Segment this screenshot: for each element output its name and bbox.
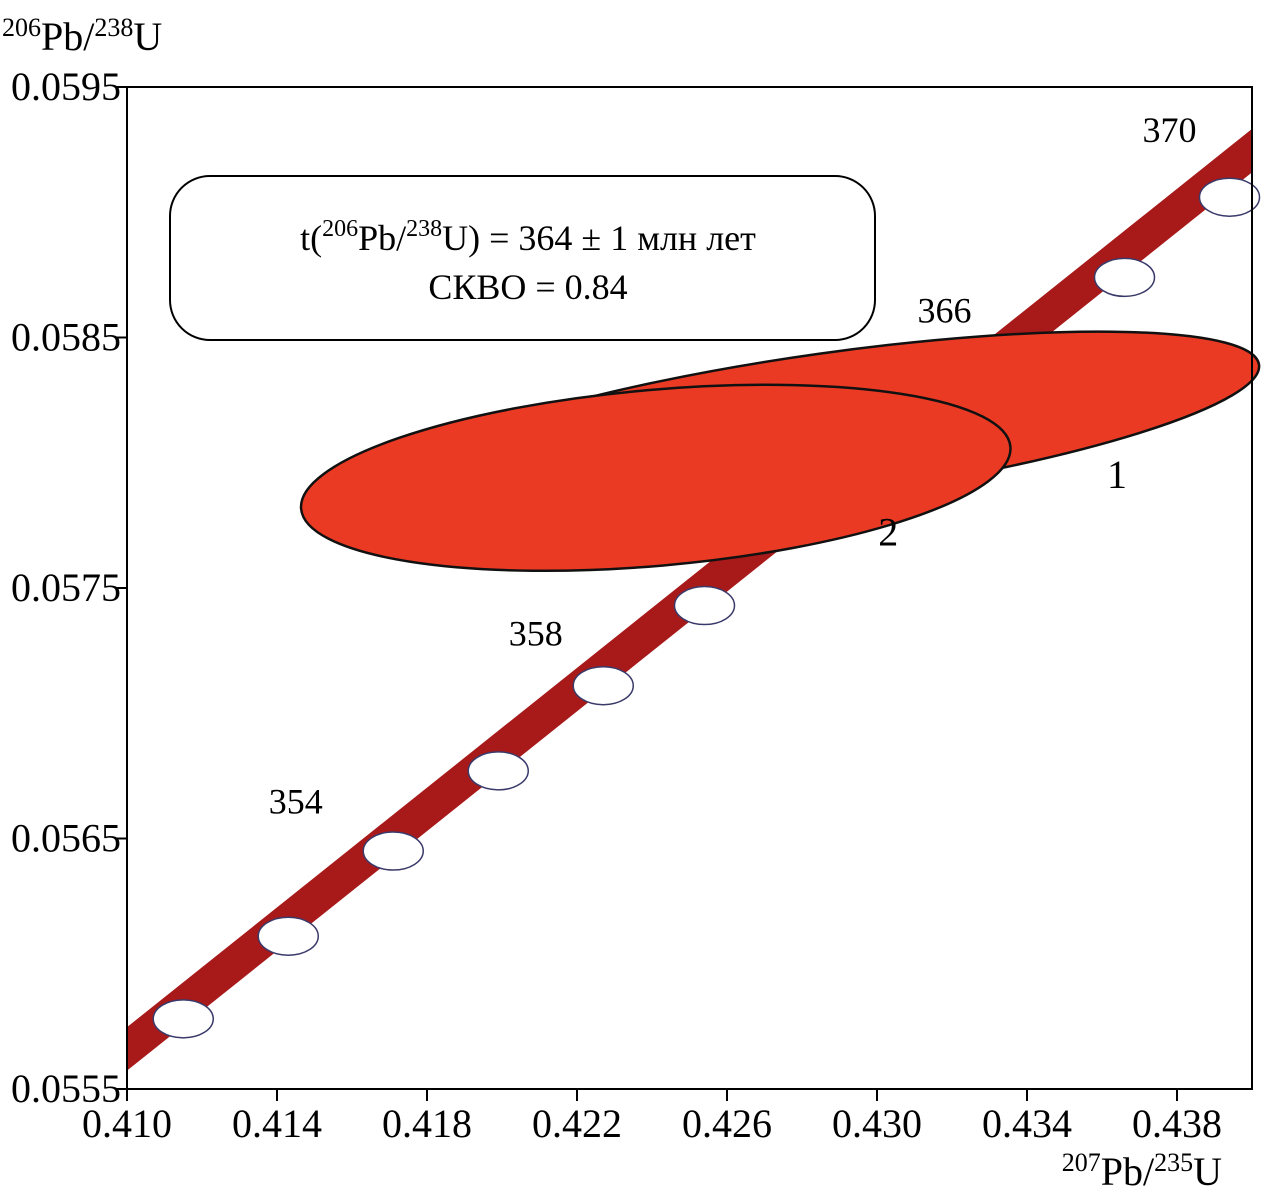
annotation-line-1: t(206Pb/238U) = 364 ± 1 млн лет	[300, 216, 756, 258]
y-tick-label: 0.0565	[11, 816, 121, 861]
age-marker-362	[673, 585, 736, 626]
error-ellipse-layer	[299, 330, 1261, 573]
x-tick-label: 0.434	[982, 1101, 1072, 1146]
x-tick-label: 0.430	[832, 1101, 922, 1146]
age-marker-360	[572, 665, 634, 706]
y-tick-label: 0.0595	[11, 64, 121, 109]
age-marker-352	[152, 999, 214, 1039]
label-layer: 354 358 366 370 1 2	[269, 110, 1197, 821]
y-tick-label: 0.0575	[11, 565, 121, 610]
y-tick-label: 0.0585	[11, 315, 121, 360]
ellipse-label-2: 2	[878, 509, 898, 554]
y-tick-label: 0.0555	[11, 1066, 121, 1111]
error-ellipse-2	[299, 383, 1012, 573]
age-marker-356	[362, 831, 424, 871]
ellipse-label-1: 1	[1107, 452, 1127, 497]
annotation-box-frame	[169, 175, 876, 341]
age-label-358: 358	[509, 614, 563, 654]
x-tick-label: 0.414	[232, 1101, 322, 1146]
annotation-box: t(206Pb/238U) = 364 ± 1 млн лет СКВО = 0…	[169, 175, 876, 341]
age-marker-368	[1093, 257, 1156, 298]
annotation-line-2: СКВО = 0.84	[428, 267, 627, 307]
age-label-366: 366	[918, 290, 972, 330]
y-axis-title: 206Pb/238U	[2, 13, 162, 59]
age-marker-370	[1198, 177, 1261, 217]
x-axis-title: 207Pb/235U	[1062, 1148, 1222, 1194]
x-tick-label: 0.422	[532, 1101, 622, 1146]
age-label-370: 370	[1143, 110, 1197, 150]
age-label-354: 354	[269, 781, 323, 821]
age-marker-358	[467, 751, 529, 791]
x-tick-label: 0.418	[382, 1101, 472, 1146]
x-tick-label: 0.410	[82, 1101, 172, 1146]
age-marker-354	[257, 916, 319, 956]
x-tick-label: 0.438	[1132, 1101, 1222, 1146]
tick-layer: 0.410 0.414 0.418 0.422 0.426 0.430 0.434 0.438…	[11, 64, 1222, 1146]
x-tick-label: 0.426	[682, 1101, 772, 1146]
